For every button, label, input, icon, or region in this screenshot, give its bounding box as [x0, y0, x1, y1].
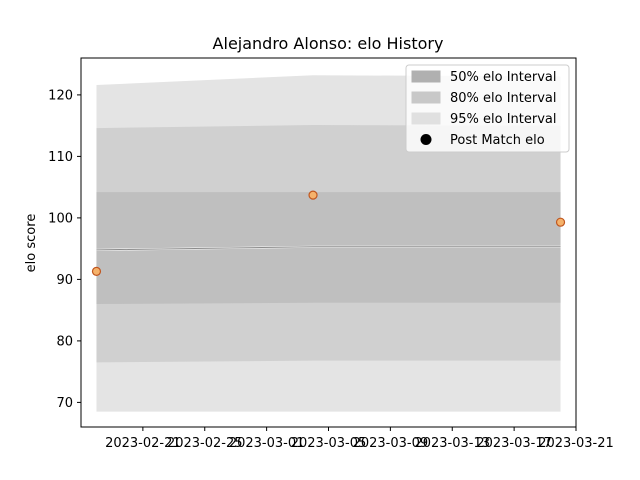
- legend-swatch: [411, 70, 441, 83]
- legend-label: 95% elo Interval: [450, 112, 557, 127]
- legend-box: [405, 64, 570, 153]
- y-tick-label: 110: [48, 150, 73, 165]
- x-tick-label: 2023-03-09: [353, 436, 429, 451]
- y-tick-label: 100: [48, 211, 73, 226]
- post-match-point: [91, 266, 102, 277]
- x-tick-label: 2023-03-21: [538, 436, 614, 451]
- y-tick-label: 90: [56, 273, 73, 288]
- x-tick-label: 2023-02-25: [167, 436, 243, 451]
- post-match-point: [555, 217, 566, 227]
- x-tick-label: 2023-03-17: [476, 436, 552, 451]
- legend-label: 80% elo Interval: [450, 91, 557, 106]
- y-axis-label: elo score: [24, 214, 39, 273]
- legend-swatch: [411, 91, 441, 104]
- legend-marker: [420, 134, 432, 145]
- y-tick-label: 80: [56, 334, 73, 349]
- y-tick-label: 70: [56, 396, 73, 411]
- post-match-points: [91, 190, 566, 277]
- axes: 7080901001101202023-02-212023-02-252023-…: [48, 57, 614, 451]
- y-tick-label: 120: [48, 88, 73, 103]
- mean-line: [96, 246, 561, 251]
- legend-label: 50% elo Interval: [450, 70, 557, 85]
- x-tick-label: 2023-02-21: [105, 436, 181, 451]
- interval-bands: [96, 75, 561, 412]
- chart-title: Alejandro Alonso: elo History: [213, 34, 444, 53]
- post-match-point: [308, 190, 318, 200]
- mean-line-group: [96, 245, 561, 251]
- band-50-pct: [96, 192, 561, 304]
- x-tick-label: 2023-03-01: [229, 436, 305, 451]
- x-tick-label: 2023-03-05: [291, 436, 367, 451]
- x-tick-label: 2023-03-13: [414, 436, 490, 451]
- legend-label: Post Match elo: [450, 133, 545, 148]
- legend-swatch: [411, 112, 441, 125]
- legend: 50% elo Interval 80% elo Interval 95% elo …: [405, 64, 570, 153]
